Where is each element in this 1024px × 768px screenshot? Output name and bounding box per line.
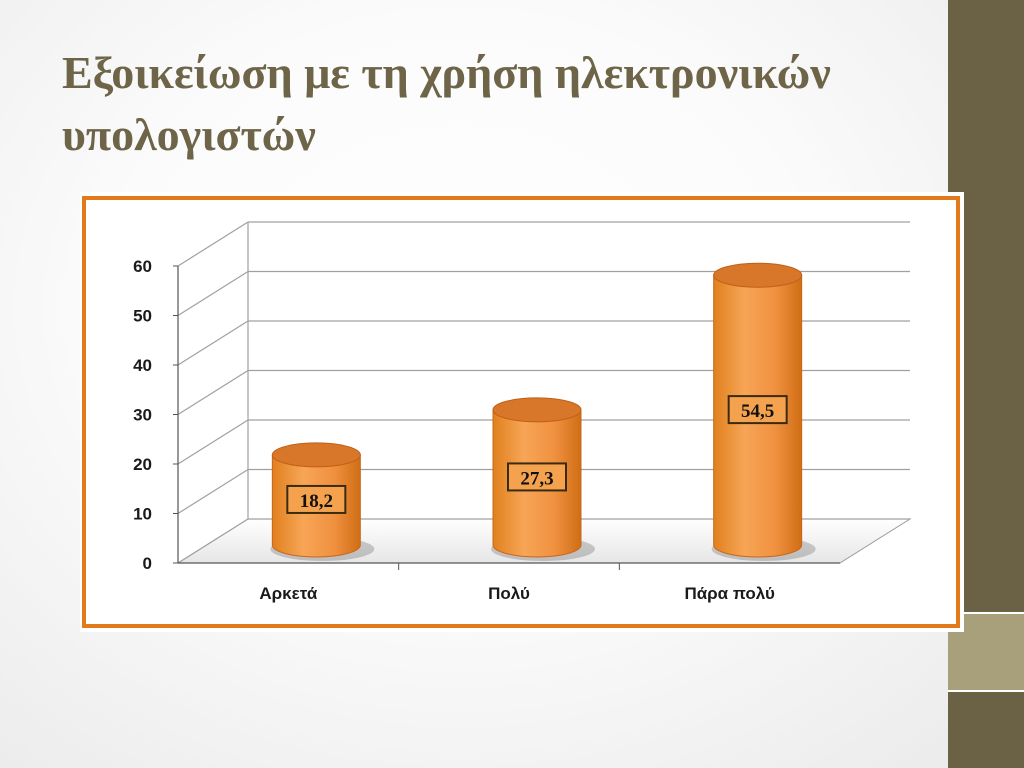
gridline-side (177, 419, 249, 465)
data-label-box (727, 395, 788, 425)
y-tick-label: 30 (133, 406, 152, 425)
data-label: 27,3 (520, 468, 553, 489)
gridline-side (177, 320, 249, 366)
y-tick-label: 50 (133, 307, 152, 326)
y-tick-label: 0 (143, 554, 152, 573)
y-tick-label: 60 (133, 257, 152, 276)
gridline-side (177, 518, 249, 564)
data-label-box (507, 462, 567, 492)
data-label-box (286, 484, 347, 514)
gridline-side (177, 468, 249, 515)
x-tick-label: Αρκετά (259, 584, 317, 603)
accent-divider-lower (948, 690, 1024, 692)
data-label: 54,5 (741, 401, 774, 422)
gridline-side (177, 270, 249, 317)
y-tick-label: 20 (133, 455, 152, 474)
y-tick-label: 10 (133, 505, 152, 524)
bar-top-cap (713, 262, 803, 288)
gridline-side (177, 221, 249, 267)
gridline-side (177, 369, 249, 416)
slide-title: Εξοικείωση με τη χρήση ηλεκτρονικών υπολ… (62, 47, 831, 160)
data-label: 18,2 (300, 491, 333, 512)
y-tick-label: 40 (133, 356, 152, 375)
bar-chart: 0 10 20 30 40 50 60 18,2 Αρκετά 27,3 Πολύ 54,5 Πάρα … (82, 196, 960, 628)
accent-divider (948, 612, 1024, 614)
bar-top-cap (492, 397, 582, 423)
x-tick-label: Πολύ (488, 584, 530, 603)
x-tick-label: Πάρα πολύ (684, 584, 775, 603)
chart-frame: 0 10 20 30 40 50 60 18,2 Αρκετά 27,3 Πολύ 54,5 Πάρα … (80, 192, 964, 632)
bar-top-cap (271, 442, 361, 468)
